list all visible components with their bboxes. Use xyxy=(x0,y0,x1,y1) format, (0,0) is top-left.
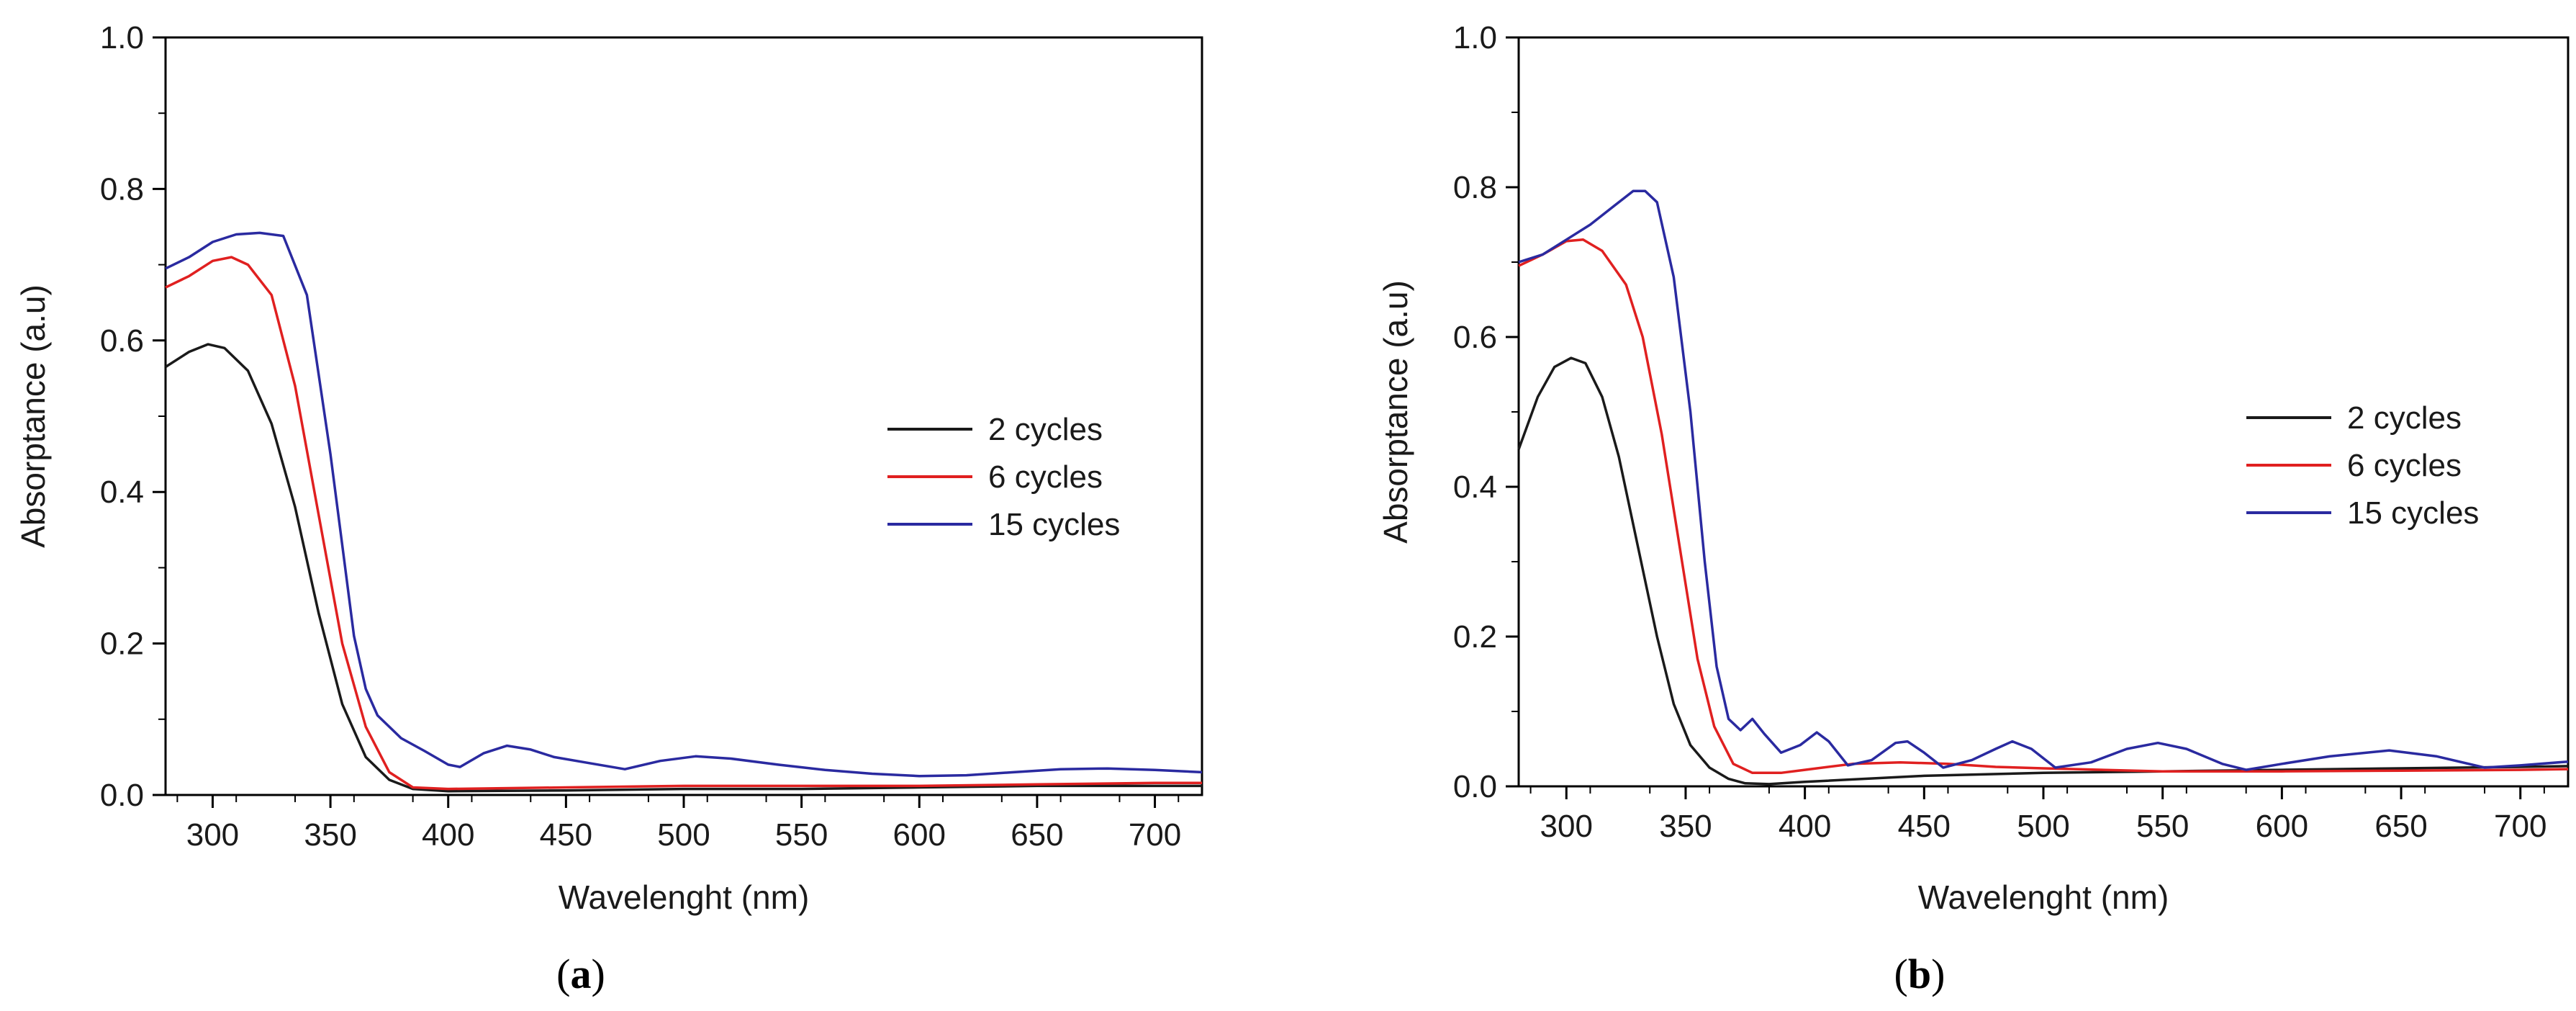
x-tick-label: 300 xyxy=(186,817,239,853)
y-tick-label: 1.0 xyxy=(1453,20,1497,55)
y-tick-label: 0.0 xyxy=(100,778,144,813)
legend-label: 6 cycles xyxy=(988,459,1103,495)
ticks-layer: 300 350 400 450 500 550 600 650 700 0.0 0.2 0.4 0.6 0… xyxy=(100,20,1181,853)
legend-label: 2 cycles xyxy=(2347,400,2462,436)
series-line xyxy=(1518,189,2569,771)
legend-label: 15 cycles xyxy=(2347,495,2479,531)
panel-letter-a: a xyxy=(571,951,592,997)
y-tick-label: 0.2 xyxy=(1453,619,1497,655)
y-tick-label: 0.4 xyxy=(100,475,144,510)
x-tick-label: 500 xyxy=(2017,809,2069,844)
series-layer xyxy=(165,231,1203,793)
series-line xyxy=(1518,238,2569,775)
legend: 2 cycles 6 cycles 15 cycles xyxy=(2246,400,2479,531)
panel-label-b: (b) xyxy=(1894,951,1945,997)
chart-panel-a: 300 350 400 450 500 550 600 650 700 0.0 0.2 0.4 0.6 0… xyxy=(14,20,1203,997)
y-tick-label: 0.6 xyxy=(1453,320,1497,355)
legend-label: 2 cycles xyxy=(988,412,1103,447)
x-tick-label: 400 xyxy=(1779,809,1831,844)
series-layer xyxy=(1517,189,2569,786)
x-tick-label: 500 xyxy=(657,817,710,853)
x-tick-label: 700 xyxy=(2494,809,2546,844)
x-tick-label: 450 xyxy=(1898,809,1951,844)
y-tick-label: 0.8 xyxy=(1453,170,1497,205)
series-line xyxy=(165,231,1203,778)
panel-letter-b: b xyxy=(1908,951,1931,997)
series-line xyxy=(165,343,1202,793)
ticks-layer: 300 350 400 450 500 550 600 650 700 0.0 0.2 0.4 0.6 0… xyxy=(1453,20,2547,844)
legend: 2 cycles 6 cycles 15 cycles xyxy=(887,412,1120,542)
x-tick-label: 450 xyxy=(540,817,592,853)
x-tick-label: 550 xyxy=(775,817,828,853)
series-line xyxy=(165,256,1202,791)
y-tick-label: 0.2 xyxy=(100,626,144,662)
legend-label: 15 cycles xyxy=(988,507,1120,542)
legend-label: 6 cycles xyxy=(2347,448,2462,483)
x-tick-label: 400 xyxy=(422,817,474,853)
y-tick-label: 1.0 xyxy=(100,20,144,55)
panel-label-a: (a) xyxy=(556,951,605,997)
y-axis-title: Absorptance (a.u) xyxy=(1377,280,1414,544)
chart-panel-b: 300 350 400 450 500 550 600 650 700 0.0 0.2 0.4 0.6 0… xyxy=(1377,20,2570,997)
x-tick-label: 600 xyxy=(2256,809,2308,844)
y-tick-label: 0.8 xyxy=(100,171,144,207)
y-tick-label: 0.4 xyxy=(1453,469,1497,505)
y-tick-label: 0.0 xyxy=(1453,769,1497,804)
x-tick-label: 550 xyxy=(2136,809,2189,844)
y-axis-title: Absorptance (a.u) xyxy=(14,284,52,548)
x-tick-label: 600 xyxy=(893,817,946,853)
x-tick-label: 350 xyxy=(304,817,356,853)
x-tick-label: 700 xyxy=(1129,817,1181,853)
x-tick-label: 300 xyxy=(1540,809,1593,844)
x-tick-label: 650 xyxy=(2374,809,2427,844)
x-axis-title: Wavelenght (nm) xyxy=(1918,879,2169,916)
x-tick-label: 350 xyxy=(1659,809,1712,844)
x-axis-title: Wavelenght (nm) xyxy=(559,879,810,916)
y-tick-label: 0.6 xyxy=(100,323,144,359)
x-tick-label: 650 xyxy=(1011,817,1063,853)
